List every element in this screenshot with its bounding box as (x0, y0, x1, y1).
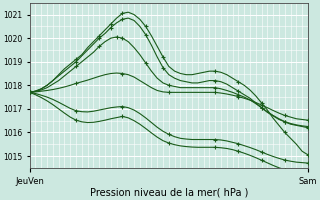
X-axis label: Pression niveau de la mer( hPa ): Pression niveau de la mer( hPa ) (90, 187, 248, 197)
